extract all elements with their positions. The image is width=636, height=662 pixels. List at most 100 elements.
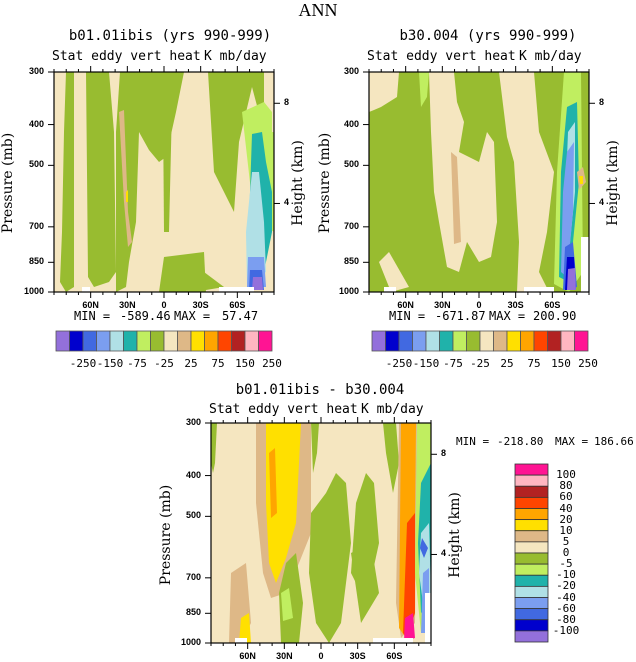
colorbar-tick-label: 150 xyxy=(235,357,255,370)
panel1-ylabel: Pressure (mb) xyxy=(0,132,17,234)
y-tick-label: 700 xyxy=(185,571,201,582)
colorbar-swatch xyxy=(123,330,138,352)
y-tick-label: 700 xyxy=(28,220,44,231)
contour-band xyxy=(351,473,379,603)
contour-band xyxy=(119,110,132,247)
x-tick-label: 30N xyxy=(276,651,293,661)
contour-band xyxy=(194,272,224,292)
colorbar-swatch xyxy=(385,330,400,352)
colorbar-swatch xyxy=(177,330,192,352)
colorbar-swatch xyxy=(514,597,549,610)
panel2-ylabel-right: Height (km) xyxy=(604,140,621,226)
colorbar-swatch xyxy=(514,541,549,554)
y-tick-label: 300 xyxy=(343,66,359,76)
contour-band xyxy=(451,152,461,244)
missing-data-patch xyxy=(425,593,431,643)
y-tick-label: 1000 xyxy=(180,637,201,647)
y-tick-label: 700 xyxy=(343,220,359,231)
colorbar-swatch xyxy=(412,330,427,352)
colorbar-swatch xyxy=(69,330,84,352)
contour-band xyxy=(281,588,293,621)
colorbar-tick-label: 20 xyxy=(559,512,573,526)
colorbar-swatch xyxy=(204,330,219,352)
colorbar-swatch xyxy=(514,574,549,587)
colorbar-swatch xyxy=(150,330,165,352)
x-tick-label: 60S xyxy=(544,300,561,310)
panel2-plot-area xyxy=(363,66,595,298)
figure-title: ANN xyxy=(298,0,338,20)
x-tick-label: 60S xyxy=(229,300,246,310)
panel2-subtitle-left: Stat eddy vert heat xyxy=(367,49,516,64)
y-tick-label: 850 xyxy=(185,607,201,618)
colorbar-tick-label: 250 xyxy=(262,357,282,370)
x-tick-label: 0 xyxy=(318,651,324,661)
colorbar-swatch xyxy=(452,330,467,352)
x-tick-label: 60N xyxy=(82,300,99,310)
panel2-max-value: 200.90 xyxy=(533,309,577,323)
colorbar-swatch xyxy=(82,330,97,352)
missing-data-patch xyxy=(384,287,396,292)
colorbar-swatch xyxy=(514,530,549,543)
missing-data-patch xyxy=(235,638,247,643)
panel2-subtitle-right: K mb/day xyxy=(519,49,582,64)
y-tick-label: 400 xyxy=(185,469,201,480)
contour-band xyxy=(419,72,429,107)
colorbar-tick-label: 0 xyxy=(562,546,570,559)
panel3-ylabel-right: Height (km) xyxy=(446,492,463,578)
colorbar-swatch xyxy=(55,330,70,352)
panel3-subtitle-left: Stat eddy vert heat xyxy=(209,402,358,417)
missing-data-patch xyxy=(373,638,413,643)
y-tick-label: 500 xyxy=(343,159,359,170)
colorbar-swatch xyxy=(514,496,549,509)
panel3-max-label: MAX = xyxy=(555,435,589,448)
panel2-max-label: MAX = xyxy=(489,309,526,323)
colorbar-swatch xyxy=(163,330,178,352)
colorbar-swatch xyxy=(109,330,124,352)
colorbar-swatch xyxy=(398,330,413,352)
colorbar-swatch xyxy=(466,330,481,352)
x-tick-label: 0 xyxy=(476,300,482,310)
panel3-colorbar xyxy=(514,463,549,643)
colorbar-tick-label: -80 xyxy=(556,612,576,626)
panel1-ylabel-right: Height (km) xyxy=(289,140,306,226)
colorbar-tick-label: 75 xyxy=(527,357,541,370)
y-tick-label: 850 xyxy=(343,256,359,267)
contour-band xyxy=(499,72,554,292)
contour-band xyxy=(420,538,428,558)
panel1-plot-area xyxy=(48,66,280,298)
colorbar-swatch xyxy=(514,630,549,643)
colorbar-swatch xyxy=(547,330,562,352)
missing-data-patch xyxy=(82,287,90,292)
contour-band xyxy=(126,190,128,202)
y-tick-label: 300 xyxy=(185,417,201,427)
contour-band xyxy=(269,448,277,518)
colorbar-swatch xyxy=(514,585,549,598)
colorbar-tick-label: 75 xyxy=(211,357,225,370)
contour-band xyxy=(379,252,409,292)
colorbar-swatch xyxy=(136,330,151,352)
contour-band xyxy=(579,176,583,184)
colorbar-swatch xyxy=(514,474,549,487)
x-tick-label: 30S xyxy=(349,651,366,661)
contour-band xyxy=(429,72,497,272)
contour-band xyxy=(86,72,116,287)
missing-data-patch xyxy=(581,237,589,292)
panel3-title: b01.01ibis - b30.004 xyxy=(235,382,405,398)
colorbar-tick-label: -10 xyxy=(556,568,576,582)
colorbar-swatch xyxy=(244,330,259,352)
colorbar-tick-label: 150 xyxy=(551,357,571,370)
colorbar-swatch xyxy=(190,330,205,352)
colorbar-swatch xyxy=(514,552,549,565)
contour-band xyxy=(159,252,206,292)
colorbar-swatch xyxy=(514,463,549,476)
missing-data-patch xyxy=(219,287,254,292)
y-tick-label: 300 xyxy=(28,66,44,76)
colorbar-swatch xyxy=(506,330,521,352)
colorbar-swatch xyxy=(560,330,575,352)
contour-band xyxy=(309,473,351,643)
colorbar-swatch xyxy=(493,330,508,352)
contour-band xyxy=(208,72,264,212)
contour-band xyxy=(369,242,389,292)
x-tick-label: 60N xyxy=(397,300,414,310)
colorbar-swatch xyxy=(533,330,548,352)
